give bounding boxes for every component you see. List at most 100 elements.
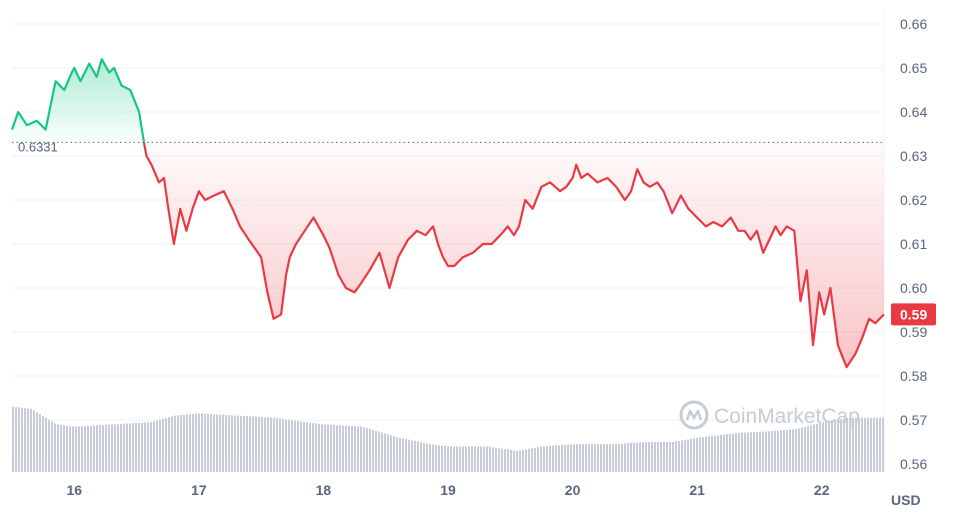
volume-bar <box>354 426 356 472</box>
volume-bar <box>21 407 23 472</box>
volume-bar <box>753 432 755 472</box>
volume-bar <box>633 442 635 472</box>
volume-bar <box>717 435 719 472</box>
volume-bar <box>492 447 494 472</box>
volume-bar <box>204 413 206 472</box>
x-axis-ticks: 16 17 18 19 20 21 22 <box>66 482 829 498</box>
volume-bar <box>546 446 548 472</box>
volume-bar <box>534 447 536 472</box>
x-tick-label: 21 <box>689 482 705 498</box>
x-tick-label: 17 <box>191 482 207 498</box>
volume-bar <box>432 444 434 472</box>
y-axis-ticks: 0.66 0.65 0.64 0.63 0.62 0.61 0.60 0.59 0.58 0.57… <box>900 16 927 472</box>
volume-bar <box>51 421 53 472</box>
volume-bar <box>675 441 677 472</box>
volume-bar <box>879 417 881 472</box>
volume-bar <box>324 424 326 472</box>
volume-bar <box>243 415 245 472</box>
volume-bar <box>519 450 521 472</box>
volume-bar <box>249 416 251 472</box>
volume-bar <box>792 429 794 472</box>
volume-bar <box>729 433 731 472</box>
volume-bar <box>444 445 446 472</box>
volume-bar <box>483 446 485 472</box>
y-tick-label: 0.57 <box>900 412 927 428</box>
volume-bar <box>252 416 254 472</box>
volume-bar <box>528 448 530 472</box>
volume-bar <box>462 446 464 472</box>
volume-bar <box>27 408 29 472</box>
volume-bar <box>621 443 623 472</box>
volume-bar <box>231 415 233 472</box>
volume-bar <box>378 431 380 472</box>
volume-bar <box>291 420 293 472</box>
volume-bar <box>759 431 761 472</box>
current-price-label: 0.59 <box>900 306 927 322</box>
volume-bars <box>12 406 884 472</box>
volume-bar <box>297 421 299 472</box>
volume-bar <box>327 424 329 472</box>
volume-bar <box>501 448 503 472</box>
volume-bar <box>114 424 116 472</box>
volume-bar <box>726 434 728 472</box>
volume-bar <box>777 430 779 472</box>
volume-bar <box>30 408 32 472</box>
volume-bar <box>735 433 737 472</box>
volume-bar <box>558 445 560 472</box>
volume-bar <box>276 418 278 472</box>
volume-bar <box>714 435 716 472</box>
volume-bar <box>831 420 833 472</box>
volume-bar <box>555 445 557 472</box>
volume-bar <box>213 414 215 472</box>
x-tick-label: 22 <box>814 482 830 498</box>
volume-bar <box>468 446 470 472</box>
volume-bar <box>117 424 119 472</box>
volume-bar <box>537 447 539 472</box>
volume-bar <box>15 407 17 472</box>
volume-bar <box>384 433 386 472</box>
volume-bar <box>762 431 764 472</box>
volume-bar <box>195 413 197 472</box>
volume-bar <box>147 422 149 472</box>
volume-bar <box>576 444 578 472</box>
volume-bar <box>597 444 599 472</box>
volume-bar <box>330 424 332 472</box>
volume-bar <box>201 413 203 472</box>
volume-bar <box>591 444 593 472</box>
volume-bar <box>672 442 674 472</box>
volume-bar <box>627 443 629 472</box>
volume-bar <box>348 425 350 472</box>
current-price-tag-background <box>891 303 936 326</box>
volume-bar <box>267 417 269 472</box>
volume-bar <box>834 420 836 472</box>
volume-bar <box>540 446 542 472</box>
volume-bar <box>525 449 527 472</box>
volume-bar <box>264 417 266 472</box>
volume-bar <box>765 431 767 472</box>
volume-bar <box>168 417 170 472</box>
volume-bar <box>459 446 461 472</box>
volume-bar <box>489 446 491 472</box>
volume-bar <box>471 446 473 472</box>
volume-bar <box>108 424 110 472</box>
volume-bar <box>90 425 92 472</box>
volume-bar <box>375 430 377 472</box>
volume-bar <box>756 431 758 472</box>
volume-bar <box>417 441 419 472</box>
volume-bar <box>711 435 713 472</box>
reference-price-label: 0.6331 <box>18 139 58 154</box>
volume-bar <box>288 419 290 472</box>
volume-bar <box>669 442 671 472</box>
volume-bar <box>351 426 353 472</box>
volume-bar <box>144 422 146 472</box>
y-tick-label: 0.64 <box>900 104 927 120</box>
volume-bar <box>441 445 443 472</box>
volume-bar <box>798 428 800 472</box>
volume-bar <box>102 424 104 472</box>
volume-bar <box>609 444 611 472</box>
volume-bar <box>333 424 335 472</box>
volume-bar <box>645 442 647 472</box>
volume-bar <box>705 436 707 472</box>
volume-bar <box>813 424 815 472</box>
volume-bar <box>270 417 272 472</box>
